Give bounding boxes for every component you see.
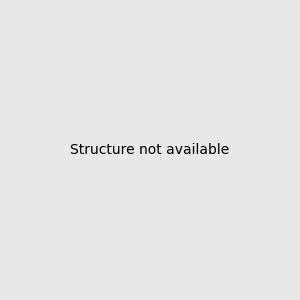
Text: Structure not available: Structure not available <box>70 143 230 157</box>
